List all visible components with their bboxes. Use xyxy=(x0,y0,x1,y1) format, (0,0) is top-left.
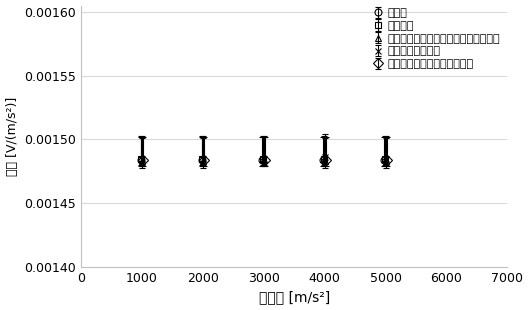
Legend: 産総研, 共和電業, トヨタテクニカルディベロップメント, 日本自動車研究所, 日産クリエイティブサービス: 産総研, 共和電業, トヨタテクニカルディベロップメント, 日本自動車研究所, … xyxy=(371,6,502,71)
X-axis label: 加速度 [m/s²]: 加速度 [m/s²] xyxy=(259,290,330,304)
Y-axis label: 感度 [V/(m/s²)]: 感度 [V/(m/s²)] xyxy=(6,97,19,176)
